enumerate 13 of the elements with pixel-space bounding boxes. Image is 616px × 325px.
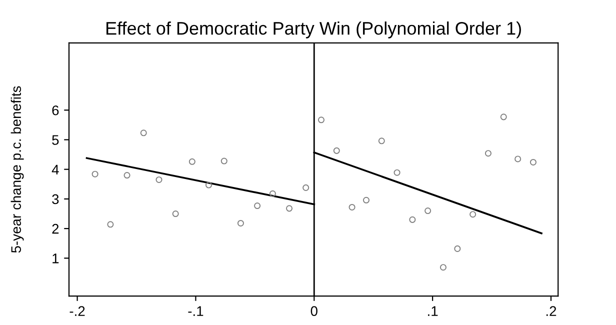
x-tick-label: .1 — [428, 306, 438, 316]
x-tick-label: -.1 — [188, 306, 204, 316]
x-tick-label: .2 — [546, 306, 556, 316]
x-tick-label: 0 — [310, 306, 318, 316]
x-tick-label: -.2 — [70, 306, 85, 316]
chart-title: Effect of Democratic Party Win (Polynomial Order 1) — [106, 21, 521, 38]
y-axis-title: 5-year change p.c. benefits — [10, 86, 24, 253]
y-tick-label: 5 — [52, 135, 59, 145]
y-tick-label: 2 — [52, 224, 59, 234]
y-tick-label: 3 — [52, 194, 59, 204]
y-tick-label: 1 — [52, 254, 59, 264]
y-tick-label: 6 — [52, 105, 59, 116]
y-tick-label: 4 — [52, 164, 59, 174]
